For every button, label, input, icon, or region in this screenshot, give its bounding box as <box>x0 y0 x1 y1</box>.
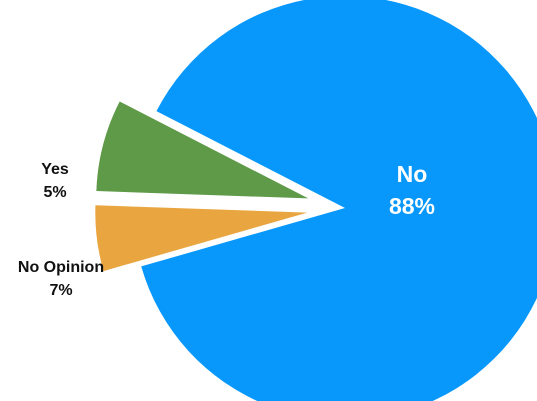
pie-slice-no-opinion <box>96 101 309 199</box>
pie-slice-no <box>141 0 537 401</box>
slice-label-yes: Yes <box>41 161 69 178</box>
slice-value-no-opinion: 7% <box>49 282 72 299</box>
slice-value-no: 88% <box>389 193 435 219</box>
slice-label-no-opinion: No Opinion <box>18 259 104 276</box>
slice-label-no: No <box>397 161 428 187</box>
pie-labels: No 88% Yes 5% No Opinion 7% <box>18 161 435 299</box>
slice-value-yes: 5% <box>43 184 66 201</box>
pie-slices <box>95 0 537 401</box>
pie-slice-yes <box>95 205 308 272</box>
